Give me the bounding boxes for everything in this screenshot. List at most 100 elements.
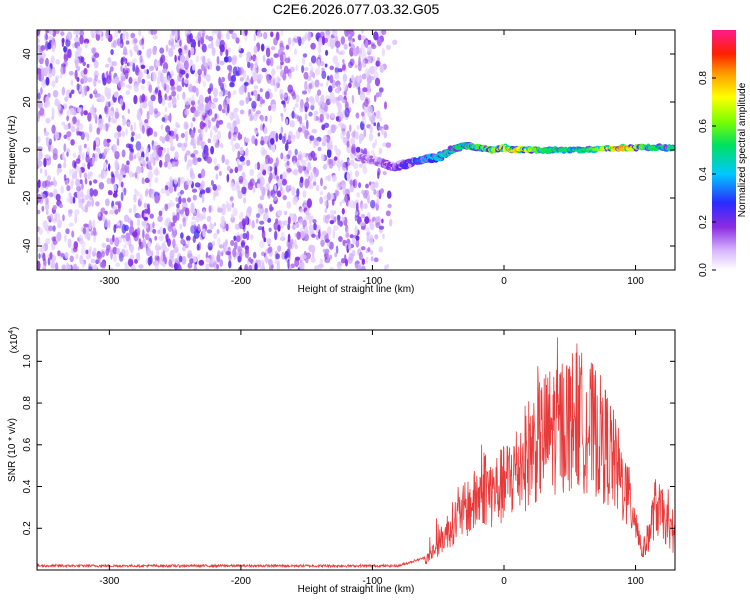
noise-speck [360,246,366,251]
noise-speck [84,194,89,201]
noise-speck [304,102,310,111]
noise-speck [55,193,61,202]
noise-speck [163,147,166,154]
noise-speck [355,170,359,178]
noise-speck [277,245,282,253]
noise-speck [191,216,196,221]
noise-speck [256,183,261,188]
noise-speck [165,234,169,240]
noise-speck [75,253,79,260]
noise-speck [189,167,194,178]
noise-speck [384,101,387,110]
noise-speck [69,255,74,263]
noise-speck [240,233,243,240]
noise-speck [197,68,203,76]
noise-speck [151,71,157,82]
noise-speck [78,145,82,151]
snr-x-label: Height of straight line (km) [298,584,415,595]
noise-speck [37,236,41,246]
noise-speck [191,99,195,106]
noise-speck [141,78,146,85]
noise-speck [128,171,134,178]
noise-speck [280,112,283,117]
noise-speck [133,204,137,214]
noise-speck [45,202,50,211]
noise-speck [281,178,287,186]
noise-speck [128,259,134,268]
noise-speck [153,131,158,138]
noise-speck [295,223,300,228]
noise-speck [260,123,263,132]
noise-speck [98,153,103,160]
noise-speck [71,168,76,173]
noise-speck [110,49,114,56]
noise-speck [197,129,202,134]
noise-speck [259,163,264,173]
noise-speck [350,137,356,145]
noise-speck [37,260,41,270]
noise-speck [360,35,366,41]
noise-speck [267,165,270,175]
noise-speck [73,37,80,43]
noise-speck [68,222,74,227]
noise-speck [336,155,340,163]
noise-speck [294,244,298,250]
noise-speck [123,30,127,36]
noise-speck [81,183,84,190]
noise-speck [304,225,309,236]
noise-speck [135,252,139,260]
noise-speck [83,172,87,179]
noise-speck [349,38,354,45]
noise-speck [73,241,79,250]
noise-speck [179,223,183,230]
noise-speck [37,160,43,167]
noise-speck [70,89,75,95]
noise-speck [147,256,152,266]
noise-speck [277,209,283,217]
noise-speck [91,198,94,207]
noise-speck [177,30,180,37]
noise-speck [269,203,273,213]
noise-speck [52,90,59,98]
noise-speck [120,181,124,188]
noise-speck [303,67,309,71]
noise-speck [326,148,332,158]
noise-speck [292,196,298,205]
noise-speck [330,124,336,134]
noise-speck [145,147,149,154]
noise-speck [212,184,217,191]
noise-speck [305,210,309,216]
noise-speck [92,80,97,86]
noise-speck [270,142,276,152]
noise-speck [284,57,291,64]
noise-speck [73,263,78,270]
noise-speck [162,68,168,74]
noise-speck [71,172,76,180]
noise-speck [285,44,290,50]
noise-speck [324,207,328,214]
noise-speck [194,182,201,188]
noise-speck [143,69,147,74]
noise-speck [246,230,250,241]
noise-speck [215,173,219,180]
noise-speck [133,44,139,52]
noise-speck [343,43,348,50]
noise-speck [312,219,317,224]
noise-speck [268,258,273,267]
noise-speck [375,110,381,120]
noise-speck [133,84,139,93]
noise-speck [130,32,136,39]
noise-speck [190,207,196,214]
noise-speck [242,178,248,188]
noise-speck [255,213,261,219]
noise-speck [304,178,310,189]
noise-speck [358,251,363,261]
noise-speck [275,253,281,260]
noise-speck [228,254,232,262]
noise-speck [314,79,320,88]
noise-speck [204,124,208,133]
noise-speck [160,251,163,262]
noise-speck [259,96,263,105]
noise-speck [377,171,380,180]
noise-speck [294,48,297,56]
